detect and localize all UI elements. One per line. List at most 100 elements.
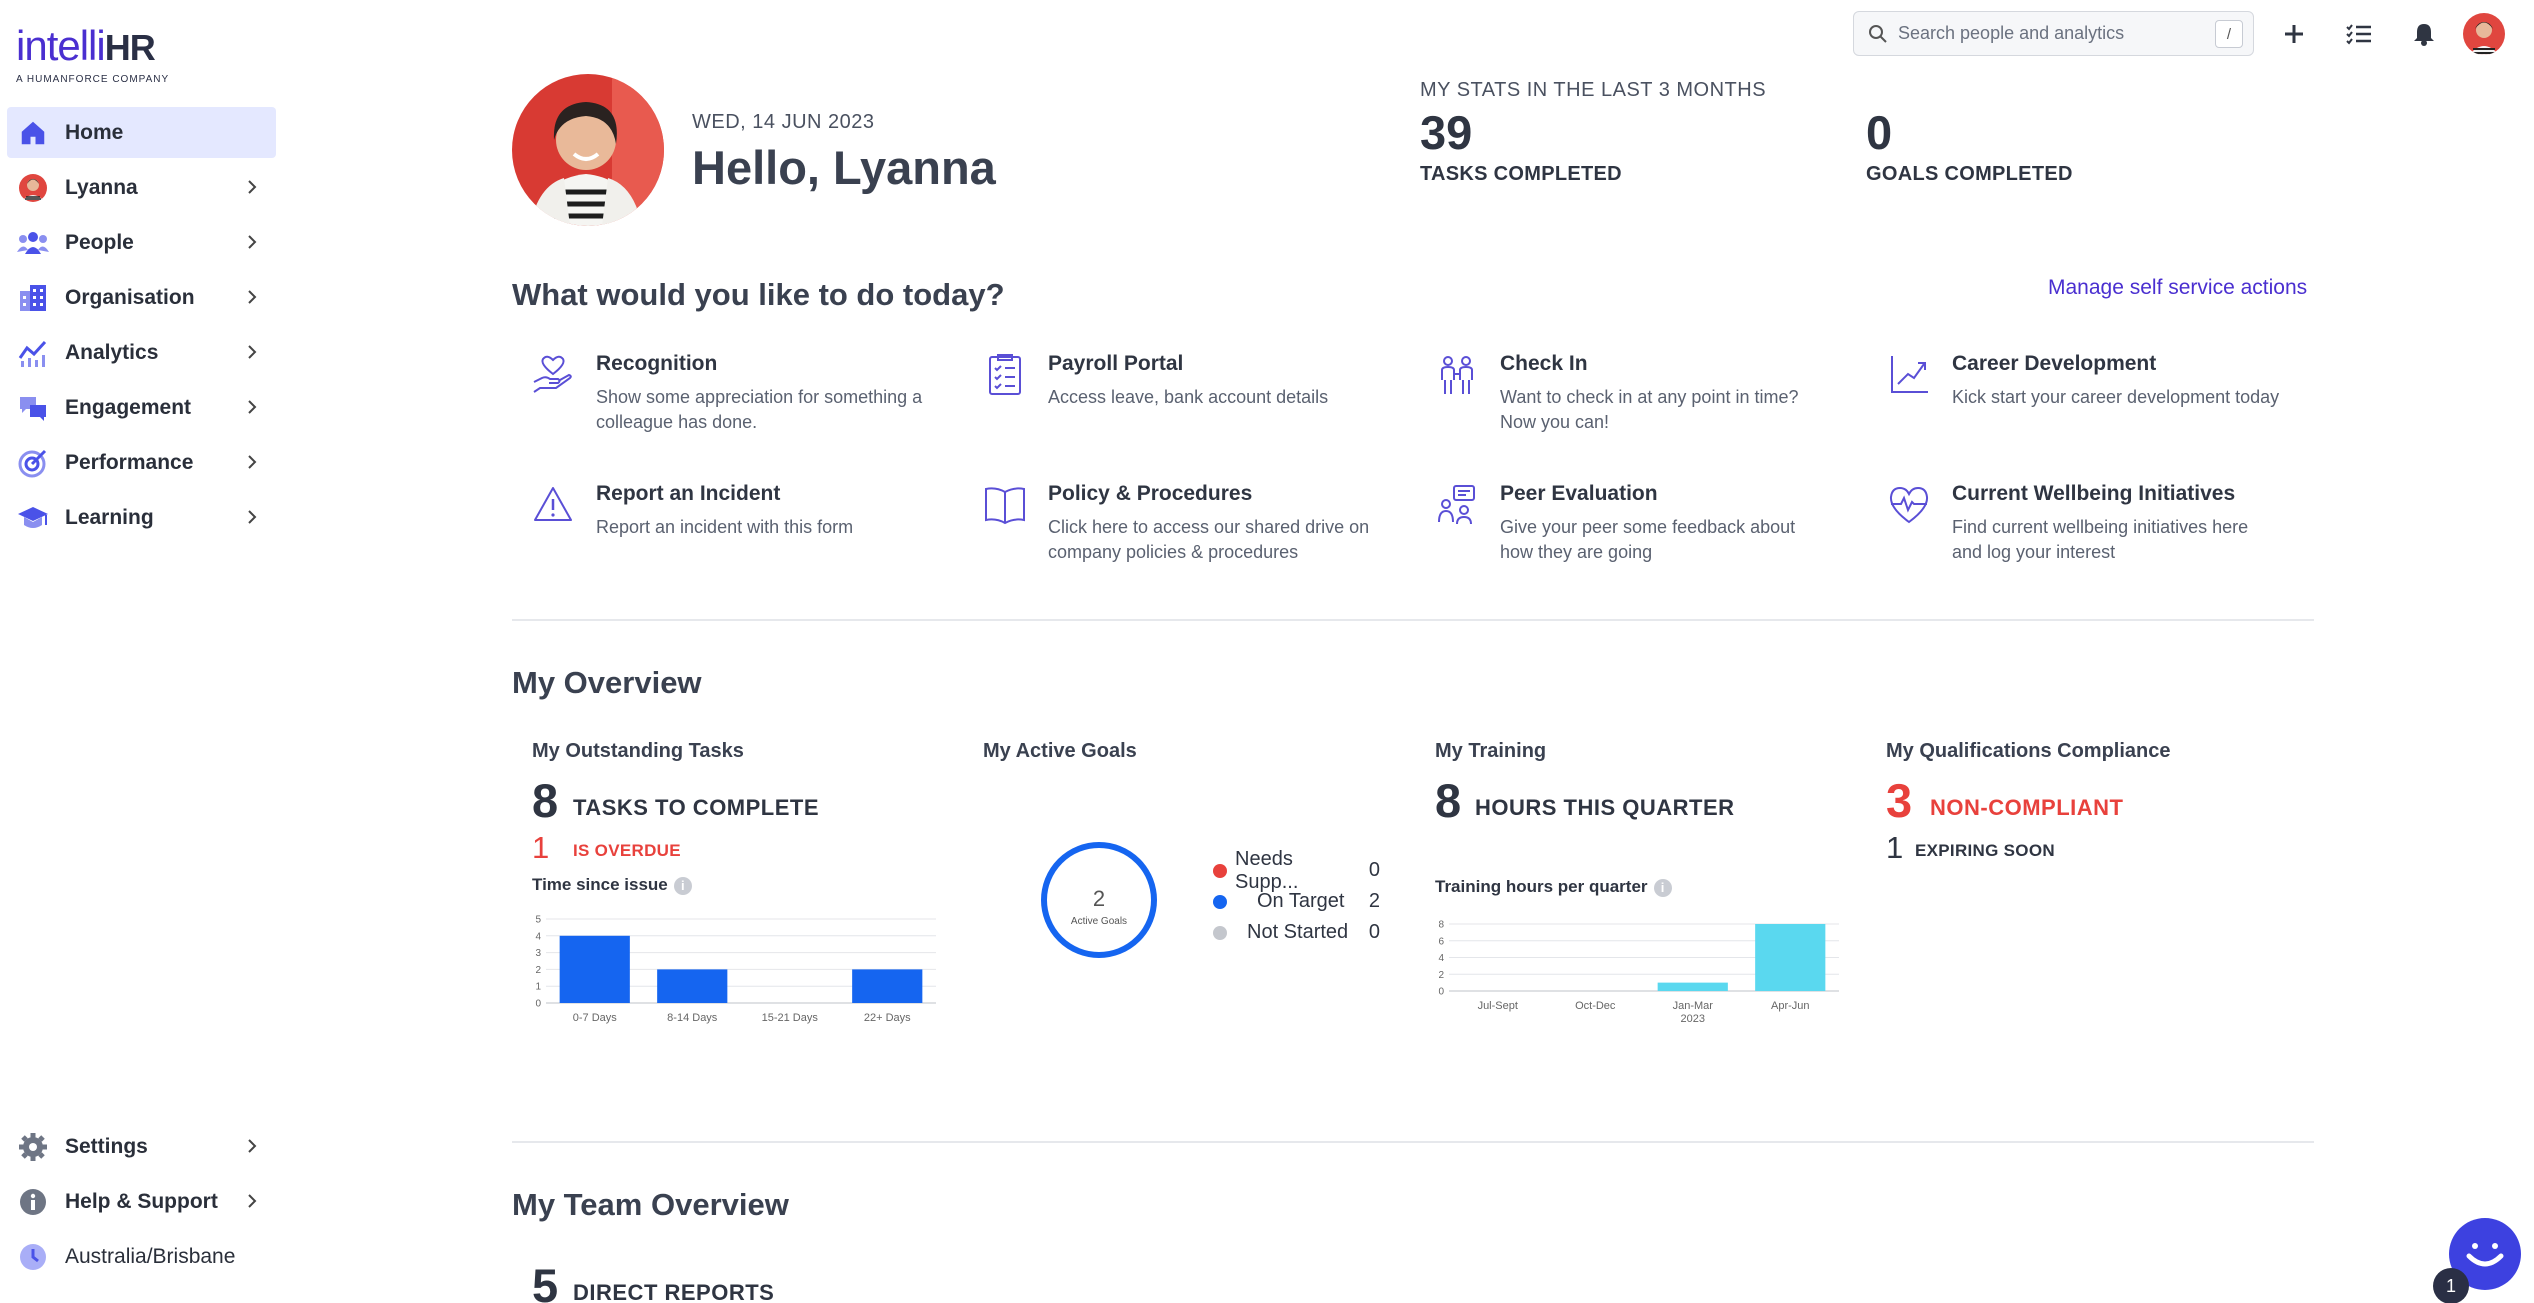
x-tick-label: Oct-Dec <box>1575 1000 1616 1012</box>
legend-value: 0 <box>1368 859 1380 881</box>
overview-heading: My Overview <box>512 665 702 700</box>
x-tick-label: 15-21 Days <box>762 1012 819 1024</box>
greeting-title: Hello, Lyanna <box>692 141 996 194</box>
sidebar-item-settings[interactable]: Settings <box>7 1121 276 1172</box>
peer-evaluation-icon <box>1438 485 1475 525</box>
sidebar-item-timezone[interactable]: Australia/Brisbane <box>7 1231 276 1282</box>
chevron-right-icon <box>248 345 257 359</box>
intellihr-logo[interactable]: intelliHR A HUMANFORCE COMPANY <box>16 22 170 86</box>
book-icon <box>985 487 1025 525</box>
check-in-icon <box>1441 356 1473 394</box>
recognition-icon <box>533 355 572 393</box>
goals-legend: Needs Supp... 0 On Target 2 Not Started … <box>1213 848 1380 948</box>
sidebar-item-analytics[interactable]: Analytics <box>7 327 276 378</box>
sidebar-item-label: People <box>65 230 134 254</box>
tasks-to-complete-count: 8 <box>532 774 559 827</box>
organisation-icon <box>17 282 49 314</box>
sidebar-item-label: Australia/Brisbane <box>65 1244 236 1268</box>
performance-icon <box>17 447 49 479</box>
career-growth-icon <box>1891 356 1928 393</box>
tasks-completed-value: 39 <box>1420 106 1473 159</box>
add-button[interactable] <box>2274 14 2314 54</box>
user-avatar[interactable] <box>2463 13 2505 55</box>
legend-name: Not Started <box>1247 921 1349 943</box>
manage-self-service-link[interactable]: Manage self service actions <box>2048 276 2308 299</box>
home-icon <box>17 117 49 149</box>
tasks-completed-label: TASKS COMPLETED <box>1420 163 1622 185</box>
chevron-right-icon <box>248 400 257 414</box>
non-compliant-label[interactable]: NON-COMPLIANT <box>1930 795 2124 820</box>
bar <box>852 969 923 1003</box>
sidebar-item-engagement[interactable]: Engagement <box>7 382 276 433</box>
notifications-button[interactable] <box>2404 14 2444 54</box>
sidebar-item-label: Home <box>65 120 124 144</box>
overdue-label[interactable]: IS OVERDUE <box>573 841 681 860</box>
section-divider <box>512 619 2314 621</box>
clock-icon <box>17 1241 49 1273</box>
action-title: Report an Incident <box>596 482 781 505</box>
legend-value: 2 <box>1368 890 1380 912</box>
legend-name: Needs Supp... <box>1235 847 1299 893</box>
gear-icon <box>17 1131 49 1163</box>
action-description: Report an incident with this form <box>596 517 854 537</box>
legend-value: 0 <box>1368 921 1380 943</box>
active-goals-title: My Active Goals <box>983 740 1137 762</box>
y-tick-label: 8 <box>1438 920 1444 931</box>
logo-text: intelli <box>16 22 106 69</box>
x-tick-label: 22+ Days <box>864 1012 911 1024</box>
legend-item[interactable]: On Target 2 <box>1213 886 1380 917</box>
expiring-soon-label[interactable]: EXPIRING SOON <box>1915 841 2055 860</box>
sidebar-bottom-nav: Settings Help & Support Australia/Brisba… <box>7 1121 276 1286</box>
stats-heading: MY STATS IN THE LAST 3 MONTHS <box>1420 79 1767 101</box>
action-description: Give your peer some feedback about how t… <box>1500 517 1796 562</box>
action-title: Payroll Portal <box>1048 352 1184 375</box>
logo-hr-text: HR <box>104 27 156 68</box>
bar <box>559 935 630 1003</box>
search-bar[interactable]: / <box>1853 11 2254 56</box>
search-input[interactable] <box>1898 23 2198 44</box>
chevron-right-icon <box>248 455 257 469</box>
sidebar-item-home[interactable]: Home <box>7 107 276 158</box>
y-tick-label: 0 <box>535 999 541 1010</box>
action-description: Kick start your career development today <box>1952 387 2280 407</box>
y-tick-label: 2 <box>535 965 541 976</box>
sidebar-item-organisation[interactable]: Organisation <box>7 272 276 323</box>
action-title: Peer Evaluation <box>1500 482 1658 505</box>
legend-dot <box>1213 925 1227 940</box>
y-tick-label: 3 <box>535 948 541 959</box>
sidebar-item-lyanna[interactable]: Lyanna <box>7 162 276 213</box>
info-icon <box>17 1186 49 1218</box>
sidebar-item-learning[interactable]: Learning <box>7 492 276 543</box>
sidebar-item-help[interactable]: Help & Support <box>7 1176 276 1227</box>
action-description: Show some appreciation for something a c… <box>596 387 923 432</box>
y-tick-label: 0 <box>1438 987 1444 998</box>
action-title: Check In <box>1500 352 1588 375</box>
legend-item[interactable]: Needs Supp... 0 <box>1213 848 1380 893</box>
learning-icon <box>17 502 49 534</box>
qualifications-title: My Qualifications Compliance <box>1886 740 2171 762</box>
sidebar-item-people[interactable]: People <box>7 217 276 268</box>
info-icon[interactable]: i <box>673 876 692 895</box>
x-tick-label: Apr-Jun <box>1771 1000 1810 1012</box>
chevron-right-icon <box>248 1139 257 1153</box>
bar <box>1755 924 1826 991</box>
training-hours-label: HOURS THIS QUARTER <box>1475 795 1735 820</box>
sidebar-item-performance[interactable]: Performance <box>7 437 276 488</box>
tasks-to-complete-label[interactable]: TASKS TO COMPLETE <box>573 795 820 820</box>
sidebar: intelliHR A HUMANFORCE COMPANY Home Lyan… <box>0 0 284 1303</box>
logo-subtitle: A HUMANFORCE COMPANY <box>16 74 170 85</box>
x-tick-label: 0-7 Days <box>573 1012 618 1024</box>
action-description: Access leave, bank account details <box>1048 387 1329 407</box>
training-hours-count: 8 <box>1435 774 1462 827</box>
current-date: WED, 14 JUN 2023 <box>692 111 875 133</box>
search-icon <box>1869 24 1887 43</box>
warning-icon <box>534 487 572 521</box>
legend-item[interactable]: Not Started 0 <box>1213 917 1380 948</box>
y-tick-label: 2 <box>1438 970 1444 981</box>
direct-reports-count: 5 <box>532 1259 559 1303</box>
profile-photo <box>512 74 664 226</box>
tasks-button[interactable] <box>2339 14 2379 54</box>
info-icon[interactable]: i <box>1653 878 1672 897</box>
search-shortcut-key: / <box>2215 20 2243 48</box>
chevron-right-icon <box>248 290 257 304</box>
